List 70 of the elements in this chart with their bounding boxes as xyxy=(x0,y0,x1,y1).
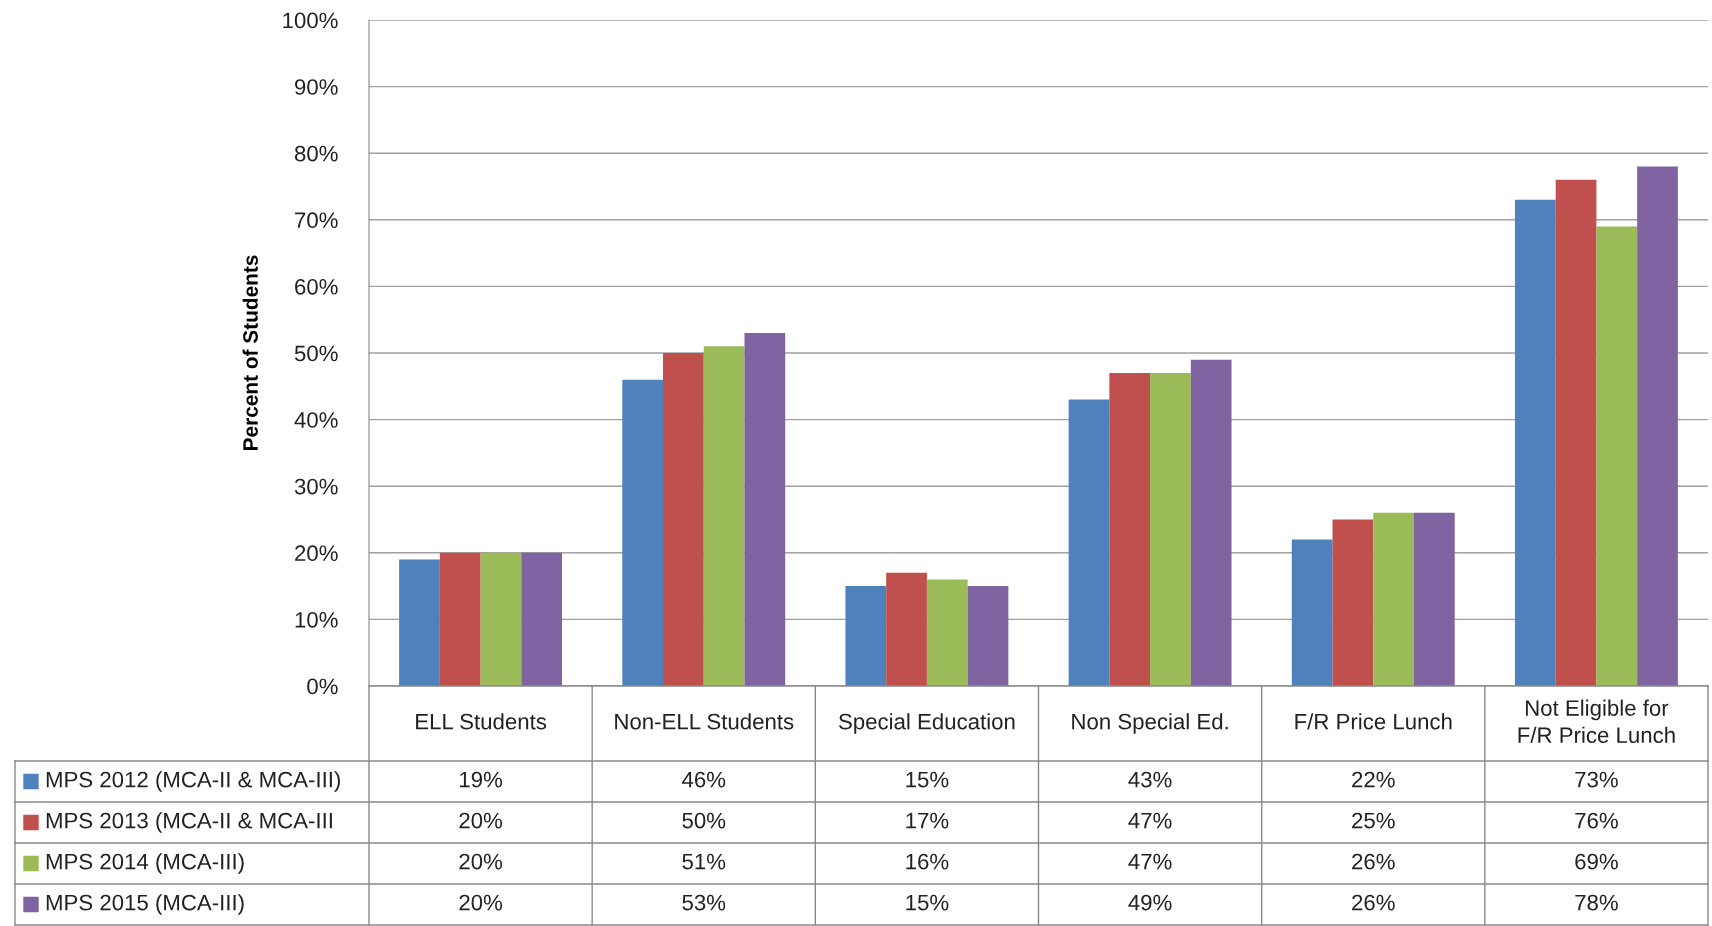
data-label: 25% xyxy=(1352,812,1395,829)
data-label: 51% xyxy=(682,853,726,870)
bar xyxy=(1555,179,1597,686)
y-tick-label: 0% xyxy=(307,678,338,695)
bar xyxy=(1413,512,1455,686)
bar xyxy=(1291,539,1333,686)
y-tick-label: 100% xyxy=(283,12,338,29)
data-label: 26% xyxy=(1352,853,1395,870)
x-tick-label: Non Special Ed. xyxy=(1072,713,1228,734)
x-tick-label: Not Eligible for F/R Price Lunch xyxy=(1518,699,1675,744)
data-label: 73% xyxy=(1575,771,1618,788)
bar xyxy=(663,353,704,686)
data-label: 47% xyxy=(1128,812,1172,829)
bar xyxy=(744,333,786,686)
bar xyxy=(622,379,664,686)
data-label: 69% xyxy=(1575,853,1618,870)
x-tick-label: F/R Price Lunch xyxy=(1295,713,1452,730)
bar xyxy=(1068,399,1110,686)
data-label: 50% xyxy=(682,812,726,829)
data-label: 47% xyxy=(1128,853,1172,870)
bar xyxy=(886,572,927,686)
bar xyxy=(703,346,745,686)
x-tick-label: ELL Students xyxy=(416,713,547,730)
data-label: 49% xyxy=(1128,894,1172,911)
bar xyxy=(480,552,522,686)
bar xyxy=(1109,372,1151,686)
data-label: 20% xyxy=(459,812,503,829)
y-tick-label: 30% xyxy=(294,478,338,495)
bar xyxy=(1190,359,1232,686)
bar xyxy=(926,579,968,686)
y-tick-label: 60% xyxy=(295,278,338,295)
data-label: 17% xyxy=(906,812,949,829)
bar xyxy=(845,586,887,686)
data-label: 76% xyxy=(1575,812,1618,829)
bar xyxy=(1637,166,1678,686)
y-tick-label: 80% xyxy=(294,145,338,162)
data-label: 22% xyxy=(1352,771,1395,788)
data-label: 15% xyxy=(906,771,949,788)
y-tick-label: 10% xyxy=(295,611,338,628)
y-axis-title: Percent of Students xyxy=(242,255,258,450)
x-tick-label: Non-ELL Students xyxy=(615,713,794,730)
data-label: 26% xyxy=(1352,894,1395,911)
bar xyxy=(439,552,481,686)
y-tick-label: 20% xyxy=(295,545,338,562)
data-label: 53% xyxy=(682,894,726,911)
x-tick-label: Special Education xyxy=(838,713,1015,734)
y-tick-label: 70% xyxy=(295,212,338,229)
bar xyxy=(1514,199,1556,686)
bar xyxy=(1596,226,1638,686)
bar xyxy=(967,586,1009,686)
legend-label: MPS 2014 (MCA-III) xyxy=(46,853,244,874)
bar xyxy=(521,552,563,686)
data-label: 78% xyxy=(1575,894,1618,911)
bar xyxy=(1332,519,1374,686)
legend-label: MPS 2013 (MCA-II & MCA-III xyxy=(46,812,332,833)
data-label: 20% xyxy=(459,853,503,870)
data-label: 46% xyxy=(682,771,726,788)
legend-label: MPS 2012 (MCA-II & MCA-III) xyxy=(46,771,340,792)
y-tick-label: 50% xyxy=(294,345,338,362)
data-label: 43% xyxy=(1128,771,1172,788)
y-tick-label: 90% xyxy=(295,79,338,95)
legend-label: MPS 2015 (MCA-III) xyxy=(46,894,244,915)
bar xyxy=(1150,372,1191,686)
bar xyxy=(399,559,440,686)
data-label: 19% xyxy=(460,771,503,788)
y-tick-label: 40% xyxy=(294,412,338,428)
bar xyxy=(1373,512,1414,686)
data-label: 20% xyxy=(459,894,503,911)
data-label: 16% xyxy=(906,853,949,870)
data-label: 15% xyxy=(906,894,949,911)
